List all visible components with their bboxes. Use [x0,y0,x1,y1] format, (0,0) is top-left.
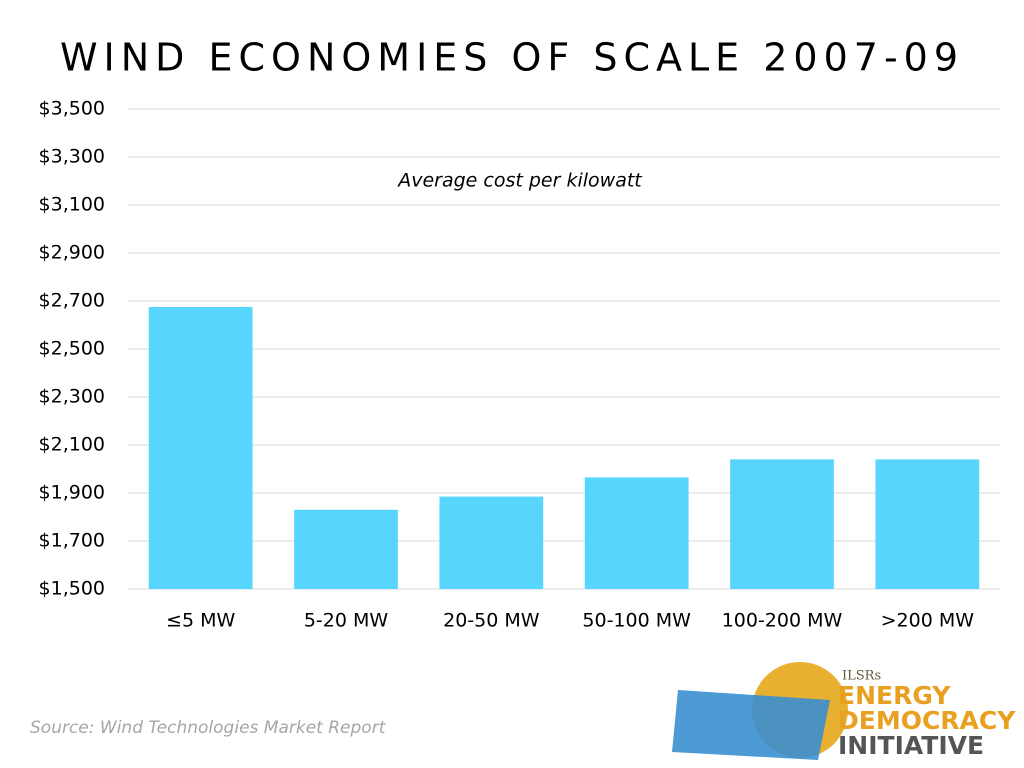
y-tick-label: $3,500 [39,98,105,120]
y-tick-label: $1,900 [39,482,105,504]
logo-line2: DEMOCRACY [838,706,1016,735]
logo-line1: ENERGY [838,681,951,710]
annotation: Average cost per kilowatt [396,170,643,192]
source: Source: Wind Technologies Market Report [30,718,387,738]
logo-line3: INITIATIVE [838,731,984,760]
y-tick-label: $1,500 [39,578,105,600]
y-tick-label: $2,500 [39,338,105,360]
chart-title: WIND ECONOMIES OF SCALE 2007-09 [60,36,964,80]
x-tick-label: 100-200 MW [722,610,843,632]
y-tick-label: $3,100 [39,194,105,216]
y-tick-label: $2,100 [39,434,105,456]
y-tick-label: $3,300 [39,146,105,168]
x-tick-label: ≤5 MW [166,610,235,632]
y-tick-label: $1,700 [39,530,105,552]
bar [439,496,544,589]
x-tick-label: 5-20 MW [304,610,389,632]
y-tick-label: $2,300 [39,386,105,408]
bar [294,509,398,589]
x-tick-label: 20-50 MW [443,610,540,632]
logo-panel [672,690,830,760]
y-tick-label: $2,700 [39,290,105,312]
bar [584,477,689,589]
bar [730,459,834,589]
logo-org: ILSRs [842,669,881,684]
bar [875,459,980,589]
bar [148,307,253,589]
y-tick-label: $2,900 [39,242,105,264]
x-tick-label: >200 MW [881,610,975,632]
x-tick-label: 50-100 MW [582,610,691,632]
logo: ILSRs ENERGY DEMOCRACY INITIATIVE [672,662,1016,760]
